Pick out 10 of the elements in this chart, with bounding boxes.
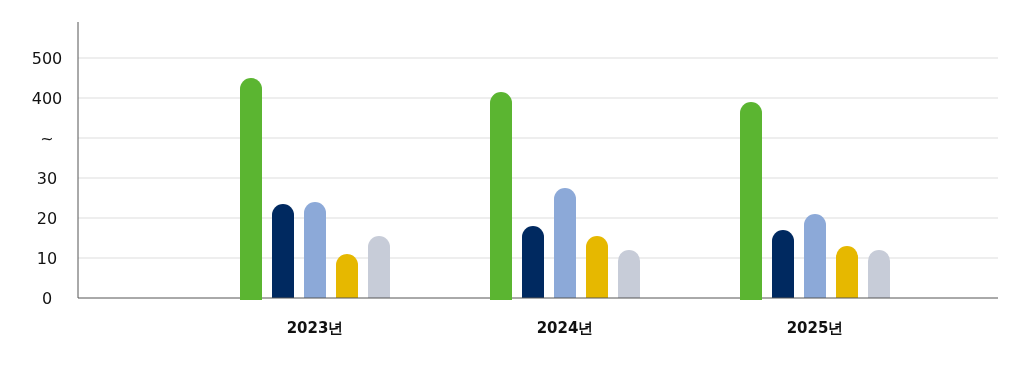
y-tick-label: 400 (31, 89, 63, 108)
x-tick-label: 2025년 (786, 319, 844, 337)
y-tick-label: 30 (36, 169, 58, 188)
y-tick-label: 0 (41, 289, 53, 308)
y-tick-label: 10 (36, 249, 58, 268)
y-tick-label: 500 (31, 49, 63, 68)
x-tick-label: 2024년 (536, 319, 594, 337)
ref-line-label: ~ (40, 129, 54, 148)
x-tick-label: 2023년 (286, 319, 344, 337)
y-tick-label: 20 (36, 209, 58, 228)
